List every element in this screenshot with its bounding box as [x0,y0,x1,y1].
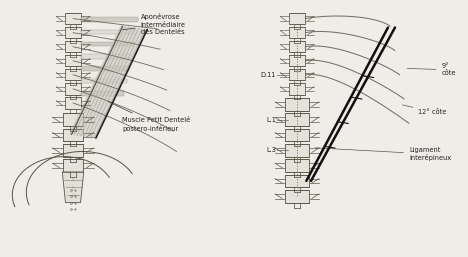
Text: Aponévrose
intermédiaire
des Dentelés: Aponévrose intermédiaire des Dentelés [123,13,186,35]
Bar [63,128,83,141]
Text: Muscle Petit Dentelé
postero-inférieur: Muscle Petit Dentelé postero-inférieur [108,102,190,132]
Bar [65,41,81,52]
Bar [289,13,306,24]
Text: D.11: D.11 [261,72,276,78]
Bar [63,159,83,172]
Bar [63,113,83,126]
Text: 9°
côte: 9° côte [407,63,456,77]
Bar [285,98,309,111]
Bar [63,144,83,157]
Bar [285,159,309,172]
Bar [65,83,81,95]
Bar [65,97,81,108]
Bar [289,83,306,95]
Bar [289,41,306,52]
Polygon shape [69,26,147,138]
Bar [65,55,81,66]
Bar [65,13,81,24]
Bar [285,190,309,203]
Bar [81,54,132,59]
Bar [289,27,306,38]
Bar [81,42,134,47]
Text: L.3: L.3 [266,147,276,153]
Bar [81,66,129,71]
Bar [81,30,136,34]
Bar [285,144,309,157]
Bar [285,175,309,187]
Text: Ligament
interépineux: Ligament interépineux [315,147,451,161]
Bar [289,55,306,66]
Bar [285,128,309,141]
Text: 12° côte: 12° côte [402,105,446,115]
Text: L.1: L.1 [266,117,276,123]
Bar [65,69,81,80]
Bar [81,91,124,96]
Bar [289,69,306,80]
Polygon shape [62,172,84,203]
Bar [81,79,127,83]
Bar [81,17,139,22]
Bar [65,27,81,38]
Bar [285,113,309,126]
